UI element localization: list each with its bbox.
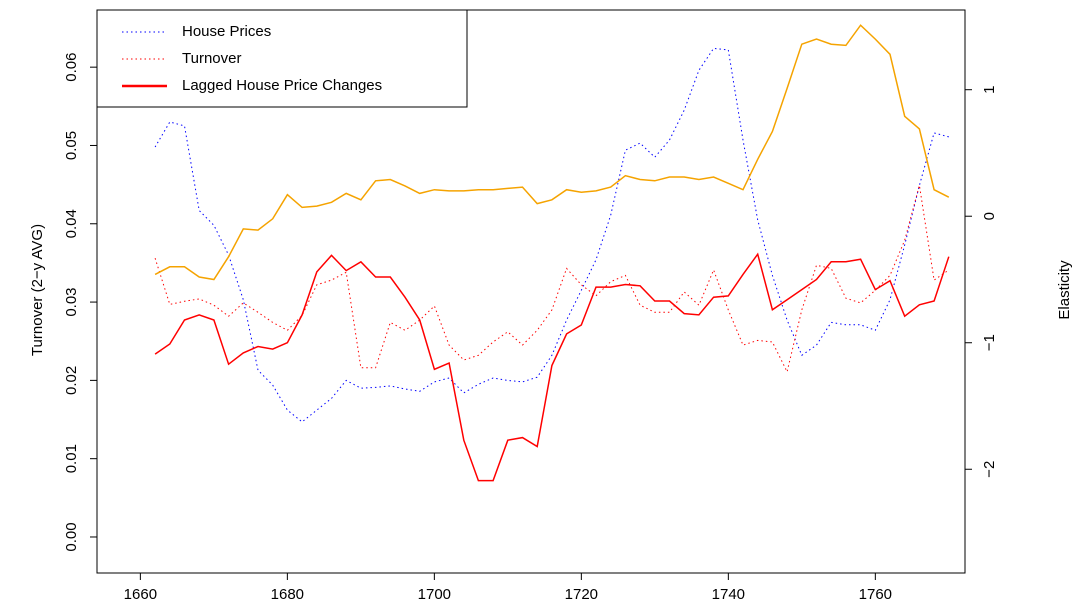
- y2-tick-label: −2: [981, 461, 998, 478]
- series-line: [154, 252, 950, 482]
- y-tick-label: 0.04: [63, 209, 80, 238]
- x-tick-label: 1740: [712, 586, 745, 603]
- legend-label: Turnover: [182, 50, 241, 67]
- y-tick-label: 0.05: [63, 131, 80, 160]
- y-tick-label: 0.03: [63, 287, 80, 316]
- y-tick-label: 0.01: [63, 444, 80, 473]
- y-axis-label: Turnover (2−y AVG): [29, 224, 46, 356]
- y2-tick-label: 1: [981, 86, 998, 94]
- legend-label: Lagged House Price Changes: [182, 77, 382, 94]
- y-tick-label: 0.06: [63, 53, 80, 82]
- series-line: [154, 47, 949, 423]
- legend-label: House Prices: [182, 23, 271, 40]
- x-tick-label: 1700: [418, 586, 451, 603]
- series-line: [154, 185, 950, 374]
- x-tick-label: 1660: [124, 586, 157, 603]
- y2-axis-label: Elasticity: [1056, 260, 1073, 320]
- y-tick-label: 0.02: [63, 366, 80, 395]
- x-tick-label: 1680: [271, 586, 304, 603]
- y2-tick-label: −1: [981, 334, 998, 351]
- y-tick-label: 0.00: [63, 522, 80, 551]
- x-tick-label: 1760: [859, 586, 892, 603]
- y2-tick-label: 0: [981, 212, 998, 220]
- series-line: [154, 24, 950, 281]
- x-tick-label: 1720: [565, 586, 598, 603]
